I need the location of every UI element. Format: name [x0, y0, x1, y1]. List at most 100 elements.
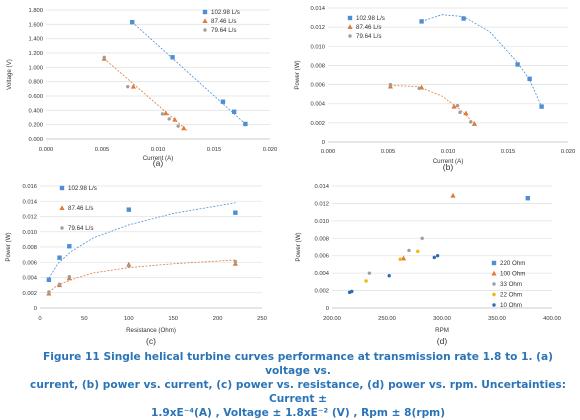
- y-tick-label: 0.010: [310, 44, 325, 50]
- y-tick-label: 0: [326, 306, 329, 312]
- chart-panel-b: 0 0.002 0.004 0.006 0.008 0.010 0.012 0.014 0.00…: [290, 0, 580, 172]
- y-tick-label: 0.400: [28, 108, 43, 114]
- x-tick-label: 300.00: [433, 316, 451, 322]
- y-tick-label: 0.010: [22, 230, 37, 236]
- y-tick-label: 0: [34, 306, 37, 312]
- legend-marker: [347, 15, 353, 21]
- legend-entry: 79.64 L/s: [356, 33, 381, 40]
- x-tick-label: 0: [38, 316, 41, 322]
- y-tick-label: 0.600: [28, 94, 43, 100]
- data-point: [525, 196, 530, 201]
- legend-marker: [202, 18, 208, 23]
- data-point: [243, 121, 248, 127]
- y-tick-label: 0.012: [310, 25, 325, 31]
- y-axis-label: Power (W): [5, 232, 12, 261]
- data-point: [232, 260, 238, 266]
- y-tick-label: 0.008: [22, 245, 37, 251]
- legend-entry: 87.46 L/s: [68, 205, 93, 212]
- x-tick-label: 0.005: [95, 147, 110, 153]
- legend-entry: 22 Ohm: [500, 292, 522, 299]
- data-point: [163, 110, 169, 116]
- caption-line-2: current, (b) power vs. current, (c) powe…: [30, 379, 566, 405]
- x-tick-label: 0.020: [561, 149, 576, 155]
- x-tick-label: 200.00: [323, 316, 341, 322]
- x-axis-label: RPM: [435, 327, 449, 334]
- x-tick-label: 250: [257, 316, 267, 322]
- legend-marker: [348, 34, 352, 38]
- x-tick-label: 0.015: [207, 147, 222, 153]
- x-tick-label: 400.00: [543, 316, 561, 322]
- data-point: [388, 82, 393, 87]
- panel-label: (d): [437, 336, 448, 346]
- data-point: [387, 274, 391, 278]
- data-point: [220, 99, 226, 104]
- legend-entry: 33 Ohm: [500, 281, 522, 288]
- data-point: [450, 192, 456, 198]
- legend-marker: [492, 282, 496, 286]
- data-point: [181, 125, 187, 131]
- y-tick-label: 0.004: [22, 276, 37, 282]
- trendline: [390, 85, 478, 127]
- y-tick-label: 0.002: [314, 289, 329, 295]
- y-tick-label: 0.014: [314, 184, 329, 190]
- y-tick-label: 0.008: [314, 236, 329, 242]
- x-axis-label: Resistance (Ohm): [126, 327, 176, 334]
- legend-marker: [491, 270, 497, 276]
- y-tick-label: 0.014: [22, 199, 37, 205]
- y-tick-label: 0.014: [310, 6, 325, 12]
- legend-marker: [59, 205, 65, 210]
- y-tick-label: 0.002: [22, 291, 37, 297]
- y-tick-label: 0: [322, 140, 325, 146]
- chart-a-svg: 0.000 0.200 0.400 0.600 0.800 1.000 1.200 1.400…: [6, 8, 277, 168]
- data-point: [435, 254, 440, 258]
- trendline: [48, 259, 236, 293]
- x-axis-label: Current (A): [433, 158, 464, 165]
- y-axis-label: Power (W): [294, 60, 301, 89]
- data-point: [67, 275, 72, 279]
- legend-entry: 102.98 L/s: [211, 9, 240, 16]
- data-point: [367, 271, 372, 275]
- caption-line-3: 1.9xE⁻⁴(A) , Voltage ± 1.8xE⁻² (V) , Rpm…: [150, 407, 446, 419]
- data-point: [126, 207, 131, 212]
- legend-marker: [59, 185, 65, 191]
- y-tick-label: 0.004: [314, 271, 329, 277]
- x-tick-label: 0.000: [321, 149, 336, 155]
- y-tick-label: 0.006: [22, 260, 37, 266]
- panel-label: (b): [443, 162, 454, 172]
- y-axis-label: Voltage (V): [6, 59, 13, 90]
- trendline: [421, 14, 542, 107]
- data-point: [432, 255, 436, 260]
- data-point: [417, 86, 421, 91]
- y-tick-label: 1.600: [28, 22, 43, 28]
- data-point: [170, 55, 175, 60]
- x-tick-label: 200: [213, 316, 223, 322]
- y-tick-label: 1.400: [28, 37, 43, 43]
- data-point: [176, 124, 180, 128]
- chart-panel-a: 0.000 0.200 0.400 0.600 0.800 1.000 1.200 1.400…: [0, 0, 290, 172]
- data-point: [515, 62, 520, 67]
- legend-entry: 100 Ohm: [500, 271, 525, 278]
- y-tick-label: 1.200: [28, 51, 43, 57]
- trendline: [48, 202, 236, 279]
- chart-b-svg: 0 0.002 0.004 0.006 0.008 0.010 0.012 0.014 0.00…: [294, 6, 576, 172]
- y-tick-label: 1.000: [28, 65, 43, 71]
- y-tick-label: 0.010: [314, 219, 329, 225]
- y-tick-label: 0.012: [22, 215, 37, 221]
- y-tick-label: 0.006: [314, 254, 329, 260]
- y-tick-label: 0.200: [28, 123, 43, 129]
- data-point: [400, 255, 407, 261]
- y-tick-label: 0.012: [314, 201, 329, 207]
- y-tick-label: 0.002: [310, 121, 325, 127]
- chart-d-svg: 0 0.002 0.004 0.006 0.008 0.010 0.012 0.014 200.…: [295, 184, 561, 346]
- data-point: [364, 279, 368, 283]
- data-point: [231, 109, 237, 114]
- data-point: [130, 19, 135, 25]
- data-point: [420, 236, 424, 240]
- chart-panel-c: 0 0.002 0.004 0.006 0.008 0.010 0.012 0.014 0.01…: [0, 174, 290, 348]
- y-tick-label: 0.016: [22, 184, 37, 190]
- legend-entry: 102.98 L/s: [356, 15, 385, 22]
- data-point: [233, 210, 238, 215]
- data-point: [407, 248, 411, 253]
- y-tick-label: 0.008: [310, 63, 325, 69]
- data-point: [47, 290, 51, 294]
